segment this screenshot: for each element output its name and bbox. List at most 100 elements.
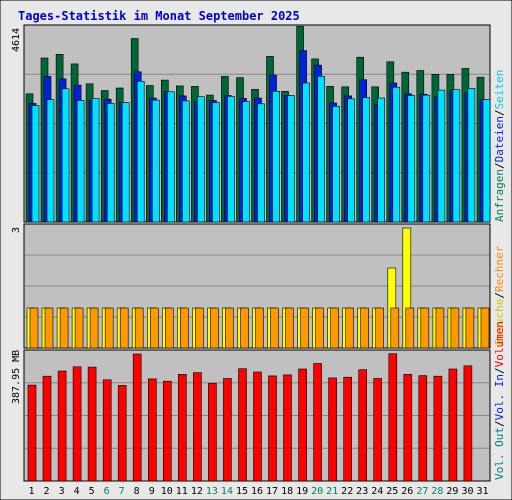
bar-seiten-day-29 <box>452 89 461 223</box>
bar-seiten-day-18 <box>287 95 295 223</box>
bar-rechner-day-6 <box>104 307 114 349</box>
bar-seiten-day-21 <box>332 106 340 223</box>
bar-seiten-day-9 <box>152 99 160 223</box>
day-label-23: 23 <box>356 486 368 497</box>
day-label-25: 25 <box>386 486 398 497</box>
bar-seiten-day-15 <box>242 101 250 223</box>
legend-entry: Dateien <box>493 116 506 162</box>
bar-volume-day-28 <box>433 375 443 482</box>
day-label-20: 20 <box>311 486 323 497</box>
day-label-28: 28 <box>431 486 443 497</box>
day-label-6: 6 <box>104 486 110 497</box>
legend-visits-sites: Besuche/Rechner <box>493 245 506 345</box>
bar-seiten-day-12 <box>197 96 205 223</box>
bar-rechner-day-24 <box>375 307 385 349</box>
bar-seiten-day-4 <box>76 100 85 223</box>
legend-volume: Vol. Out/Vol. In/Volumen <box>493 321 506 480</box>
bar-volume-day-12 <box>193 372 202 482</box>
bar-rechner-day-20 <box>315 307 324 349</box>
bar-seiten-day-30 <box>467 88 476 223</box>
bar-seiten-day-23 <box>362 97 371 223</box>
bar-rechner-day-23 <box>360 307 370 349</box>
bar-volume-day-29 <box>448 368 458 482</box>
bar-volume-day-30 <box>463 365 473 482</box>
legend-entry: Anfragen <box>493 169 506 222</box>
day-label-15: 15 <box>236 486 248 497</box>
day-label-21: 21 <box>326 486 338 497</box>
bar-volume-day-23 <box>358 369 368 482</box>
bars-layer <box>25 26 491 482</box>
legend-entry: Rechner <box>493 245 506 292</box>
bar-volume-day-19 <box>298 368 307 482</box>
bar-rechner-day-18 <box>285 307 294 349</box>
day-label-18: 18 <box>281 486 293 497</box>
bar-seiten-day-8 <box>136 81 145 223</box>
y-max-label-bot: 387.95 MB <box>11 350 22 404</box>
bar-volume-day-7 <box>117 385 127 482</box>
bar-rechner-day-14 <box>225 307 234 349</box>
bar-seiten-day-22 <box>347 98 356 223</box>
bar-volume-day-4 <box>72 366 82 482</box>
bar-volume-day-21 <box>328 377 337 482</box>
bar-volume-day-13 <box>208 383 217 482</box>
day-label-14: 14 <box>221 486 233 497</box>
day-label-7: 7 <box>119 486 125 497</box>
day-label-8: 8 <box>134 486 140 497</box>
bar-rechner-day-28 <box>435 307 445 349</box>
day-label-13: 13 <box>206 486 218 497</box>
bar-volume-day-27 <box>418 375 428 482</box>
y-max-label-mid: 3 <box>11 227 22 233</box>
bar-rechner-day-27 <box>420 307 430 349</box>
bar-volume-day-10 <box>163 380 172 482</box>
bar-volume-day-16 <box>253 371 262 482</box>
day-label-1: 1 <box>28 486 34 497</box>
bar-seiten-day-27 <box>422 94 431 223</box>
day-label-10: 10 <box>161 486 173 497</box>
bar-rechner-day-17 <box>270 307 279 349</box>
legend-entry: / <box>493 109 506 116</box>
bar-seiten-day-10 <box>167 91 175 223</box>
bar-seiten-day-28 <box>437 89 446 223</box>
bar-volume-day-22 <box>343 376 353 482</box>
y-max-label-top: 4614 <box>11 28 22 52</box>
bar-seiten-day-5 <box>91 98 100 223</box>
bar-rechner-day-26 <box>405 307 415 349</box>
legend-entry: / <box>493 367 506 374</box>
day-label-26: 26 <box>401 486 413 497</box>
day-label-29: 29 <box>446 486 458 497</box>
day-label-30: 30 <box>461 486 473 497</box>
day-label-2: 2 <box>43 486 49 497</box>
day-label-11: 11 <box>176 486 188 497</box>
bar-volume-day-3 <box>57 370 67 482</box>
bar-rechner-day-22 <box>345 307 355 349</box>
day-label-9: 9 <box>149 486 155 497</box>
day-labels: 1 2 3 4 5 6 7 8 9 10 11 12 13 14 15 16 17 18 19 20 21 22 23 24 2… <box>28 486 488 497</box>
bar-rechner-day-4 <box>74 307 84 349</box>
bar-seiten-day-14 <box>227 96 235 223</box>
bar-volume-day-5 <box>87 366 97 482</box>
day-label-31: 31 <box>476 486 488 497</box>
day-label-19: 19 <box>296 486 308 497</box>
bar-volume-day-20 <box>313 363 322 482</box>
bar-rechner-day-31 <box>480 307 490 349</box>
day-label-3: 3 <box>59 486 65 497</box>
bar-volume-day-9 <box>148 378 157 482</box>
bar-seiten-day-26 <box>407 95 416 223</box>
bar-volume-day-25 <box>388 353 398 482</box>
bar-rechner-day-8 <box>134 307 144 349</box>
bar-volume-day-15 <box>238 368 247 482</box>
bar-volume-day-26 <box>403 373 413 482</box>
bar-seiten-day-19 <box>302 82 310 223</box>
day-label-5: 5 <box>89 486 95 497</box>
bar-volume-day-17 <box>268 375 277 482</box>
bar-rechner-day-15 <box>240 307 249 349</box>
bar-rechner-day-9 <box>150 307 159 349</box>
legend-entry: / <box>493 420 506 427</box>
day-label-27: 27 <box>416 486 428 497</box>
bar-seiten-day-20 <box>317 76 325 223</box>
bar-seiten-day-25 <box>392 86 401 223</box>
bar-rechner-day-19 <box>300 307 309 349</box>
legend-entry: Vol. In <box>493 374 506 420</box>
bar-rechner-day-5 <box>89 307 99 349</box>
